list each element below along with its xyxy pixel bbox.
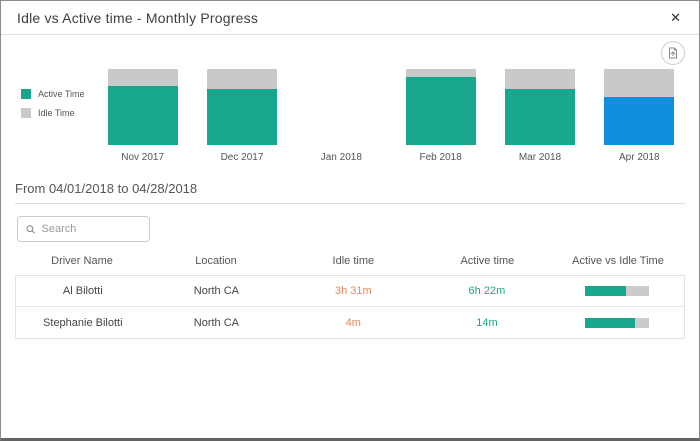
search-box[interactable] [17,216,150,242]
month-label: Dec 2017 [220,152,264,163]
close-icon[interactable]: ✕ [670,10,681,25]
export-document-icon [669,47,677,59]
idle-segment[interactable] [107,69,178,86]
search-input[interactable] [41,223,141,235]
chart-month-dec-2017[interactable]: Dec 2017 [192,69,291,163]
idle-segment[interactable] [604,69,675,98]
chart-month-mar-2018[interactable]: Mar 2018 [490,69,589,163]
legend-label: Active Time [38,89,85,99]
idle-time-swatch [21,108,31,118]
modal-title: Idle vs Active time - Monthly Progress [17,9,259,26]
table-row[interactable]: Al Bilotti North CA 3h 31m 6h 22m [16,276,684,307]
column-header-location: Location [195,255,237,267]
active-segment[interactable] [206,88,277,145]
legend-item-idle: Idle Time [21,108,85,118]
location-cell: North CA [193,316,240,329]
stacked-bar [107,69,178,145]
month-label: Mar 2018 [518,152,562,163]
table-row[interactable]: Stephanie Bilotti North CA 4m 14m [16,307,684,338]
active-vs-idle-cell [550,317,684,328]
active-segment-selected[interactable] [604,97,675,145]
date-range-heading: From 04/01/2018 to 04/28/2018 [15,181,685,204]
month-label: Feb 2018 [419,152,462,163]
idle-time-cell: 4m [345,316,361,329]
stacked-bar [306,69,376,145]
chart-month-feb-2018[interactable]: Feb 2018 [391,69,490,163]
active-time-cell: 6h 22m [468,285,506,297]
ratio-bar-fill [585,317,636,328]
idle-segment[interactable] [206,69,277,89]
chart-month-apr-2018-selected[interactable]: Apr 2018 [590,69,689,163]
stacked-bar [604,69,675,145]
idle-segment[interactable] [504,69,575,89]
chart-month-nov-2017[interactable]: Nov 2017 [93,69,192,163]
driver-name-cell: Al Bilotti [62,285,103,297]
active-segment[interactable] [107,85,178,145]
active-time-swatch [21,89,31,99]
search-icon [26,224,36,234]
export-report-button[interactable] [661,41,685,65]
ratio-bar-track [585,286,650,296]
modal-header: Idle vs Active time - Monthly Progress ✕ [1,1,699,35]
active-segment[interactable] [405,77,476,145]
table-body: Al Bilotti North CA 3h 31m 6h 22m Stepha… [15,275,685,339]
table-header-row: Driver Name Location Idle time Active ti… [15,246,685,275]
column-header-active-vs-idle: Active vs Idle Time [572,255,664,267]
chart-legend: Active Time Idle Time [21,89,85,127]
active-vs-idle-cell [550,286,684,296]
ratio-bar-fill [585,286,627,296]
ratio-bar-track [585,317,650,328]
legend-item-active: Active Time [21,89,85,99]
chart-bars: Nov 2017 Dec 2017 Jan 2018 [93,69,689,163]
monthly-progress-chart: Active Time Idle Time Nov 2017 Dec [1,35,699,163]
location-cell: North CA [193,285,240,297]
month-label: Apr 2018 [619,152,660,163]
stacked-bar [405,69,476,145]
stacked-bar [206,69,277,145]
month-label: Nov 2017 [121,152,165,163]
driver-name-cell: Stephanie Bilotti [43,316,123,329]
drivers-table: Driver Name Location Idle time Active ti… [15,246,685,339]
idle-time-cell: 3h 31m [334,285,372,297]
stacked-bar [504,69,575,145]
chart-month-jan-2018[interactable]: Jan 2018 [292,69,391,163]
legend-label: Idle Time [38,108,75,118]
idle-segment[interactable] [405,69,476,78]
column-header-active-time: Active time [460,255,515,267]
column-header-driver-name: Driver Name [51,255,113,267]
month-label: Jan 2018 [320,152,362,163]
active-segment[interactable] [504,88,575,145]
active-time-cell: 14m [476,316,498,329]
column-header-idle-time: Idle time [332,255,375,267]
